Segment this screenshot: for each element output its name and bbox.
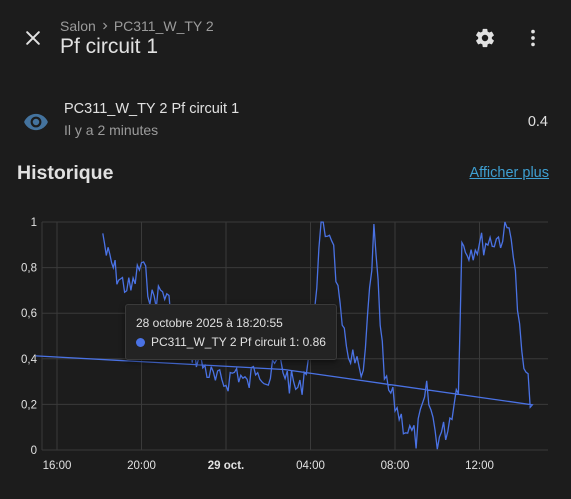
gear-icon — [476, 28, 494, 48]
breadcrumb-device: PC311_W_TY 2 — [113, 18, 214, 34]
y-tick-label: 0 — [31, 445, 37, 457]
chart-tooltip: 28 octobre 2025 à 18:20:55 PC311_W_TY 2 … — [125, 304, 337, 360]
close-icon — [26, 31, 40, 45]
dots-vertical-icon — [531, 29, 535, 47]
entity-value: 0.4 — [527, 114, 548, 130]
page-title: Pf circuit 1 — [60, 35, 159, 58]
x-tick-label: 29 oct. — [208, 460, 244, 472]
x-tick-label: 12:00 — [465, 460, 494, 472]
y-tick-label: 0,6 — [21, 308, 37, 320]
show-more-link[interactable]: Afficher plus — [469, 165, 549, 181]
tooltip-date: 28 octobre 2025 à 18:20:55 — [136, 316, 283, 330]
breadcrumb-area: Salon — [60, 18, 96, 34]
entity-name: PC311_W_TY 2 Pf circuit 1 — [64, 101, 240, 117]
y-tick-label: 0,2 — [21, 399, 37, 411]
series-color-dot — [136, 337, 145, 347]
x-tick-label: 16:00 — [43, 460, 72, 472]
entity-last-changed: Il y a 2 minutes — [64, 122, 159, 138]
tooltip-series-label: PC311_W_TY 2 Pf circuit 1: 0.86 — [151, 335, 326, 349]
y-tick-label: 0,4 — [21, 354, 38, 366]
settings-button[interactable] — [467, 20, 503, 56]
more-options-button[interactable] — [515, 20, 551, 56]
history-title: Historique — [17, 162, 114, 184]
x-tick-label: 08:00 — [381, 460, 410, 472]
dialog-header: Salon PC311_W_TY 2 Pf circuit 1 — [0, 0, 571, 76]
close-button[interactable] — [15, 20, 51, 56]
entity-row: PC311_W_TY 2 Pf circuit 1 Il y a 2 minut… — [0, 98, 571, 146]
y-tick-label: 0,8 — [21, 263, 37, 275]
tooltip-series-row: PC311_W_TY 2 Pf circuit 1: 0.86 — [136, 335, 326, 349]
x-tick-label: 20:00 — [127, 460, 156, 472]
eye-icon — [24, 113, 48, 131]
chevron-right-icon — [102, 22, 108, 30]
breadcrumb: Salon PC311_W_TY 2 — [60, 18, 214, 34]
x-tick-label: 04:00 — [296, 460, 325, 472]
y-tick-label: 1 — [31, 217, 37, 229]
